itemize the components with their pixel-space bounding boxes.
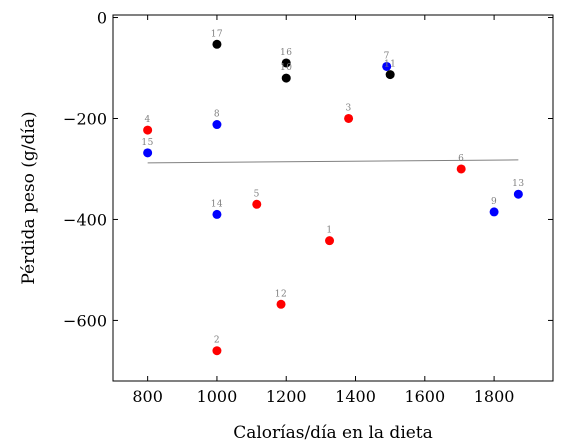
- x-tick-label: 800: [132, 387, 163, 406]
- x-tick-label: 1000: [197, 387, 238, 406]
- point-label-5: 5: [254, 189, 260, 199]
- x-tick-label: 1600: [404, 387, 445, 406]
- data-point-6: [456, 164, 466, 174]
- regression-line: [147, 159, 519, 164]
- y-tick-label: −200: [63, 109, 107, 128]
- point-label-11: 11: [384, 60, 396, 70]
- plot-frame: [112, 14, 554, 382]
- data-point-4: [143, 125, 153, 135]
- point-label-7: 7: [384, 51, 390, 61]
- point-label-1: 1: [326, 226, 332, 236]
- point-label-17: 17: [211, 29, 223, 39]
- data-point-1: [325, 236, 335, 246]
- y-tick-label: 0: [97, 9, 107, 28]
- point-label-4: 4: [145, 115, 151, 125]
- point-label-15: 15: [141, 138, 153, 148]
- data-point-5: [252, 199, 262, 209]
- data-point-7: [382, 61, 392, 71]
- data-point-16: [281, 58, 291, 68]
- data-point-15: [143, 148, 153, 158]
- x-tick-label: 1400: [335, 387, 376, 406]
- data-point-12: [276, 299, 286, 309]
- point-label-9: 9: [491, 197, 497, 207]
- data-point-11: [385, 70, 395, 80]
- data-point-3: [344, 113, 354, 123]
- data-point-17: [212, 39, 222, 49]
- y-axis-title: Pérdida peso (g/día): [19, 111, 39, 284]
- ticks-layer: 800 1000 1200 1400 1600 1800 0 −200 −400 −600: [63, 9, 553, 406]
- data-point-8: [212, 120, 222, 130]
- point-label-8: 8: [214, 110, 220, 120]
- y-tick-label: −600: [63, 311, 107, 330]
- x-tick-label: 1800: [474, 387, 515, 406]
- point-label-13: 13: [512, 179, 524, 189]
- point-label-2: 2: [214, 336, 220, 346]
- point-label-12: 12: [275, 289, 287, 299]
- point-label-3: 3: [345, 103, 351, 113]
- data-point-2: [212, 346, 222, 356]
- y-tick-label: −400: [63, 210, 107, 229]
- fit-layer: [147, 159, 519, 164]
- x-tick-label: 1200: [266, 387, 307, 406]
- data-point-10: [281, 73, 291, 83]
- point-label-16: 16: [280, 48, 292, 58]
- data-point-14: [212, 209, 222, 219]
- point-label-10: 10: [280, 63, 292, 73]
- point-label-14: 14: [211, 199, 223, 209]
- data-point-9: [489, 207, 499, 217]
- data-point-13: [513, 189, 523, 199]
- points-layer: [143, 39, 523, 356]
- point-label-6: 6: [458, 154, 464, 164]
- x-axis-title: Calorías/día en la dieta: [233, 423, 433, 441]
